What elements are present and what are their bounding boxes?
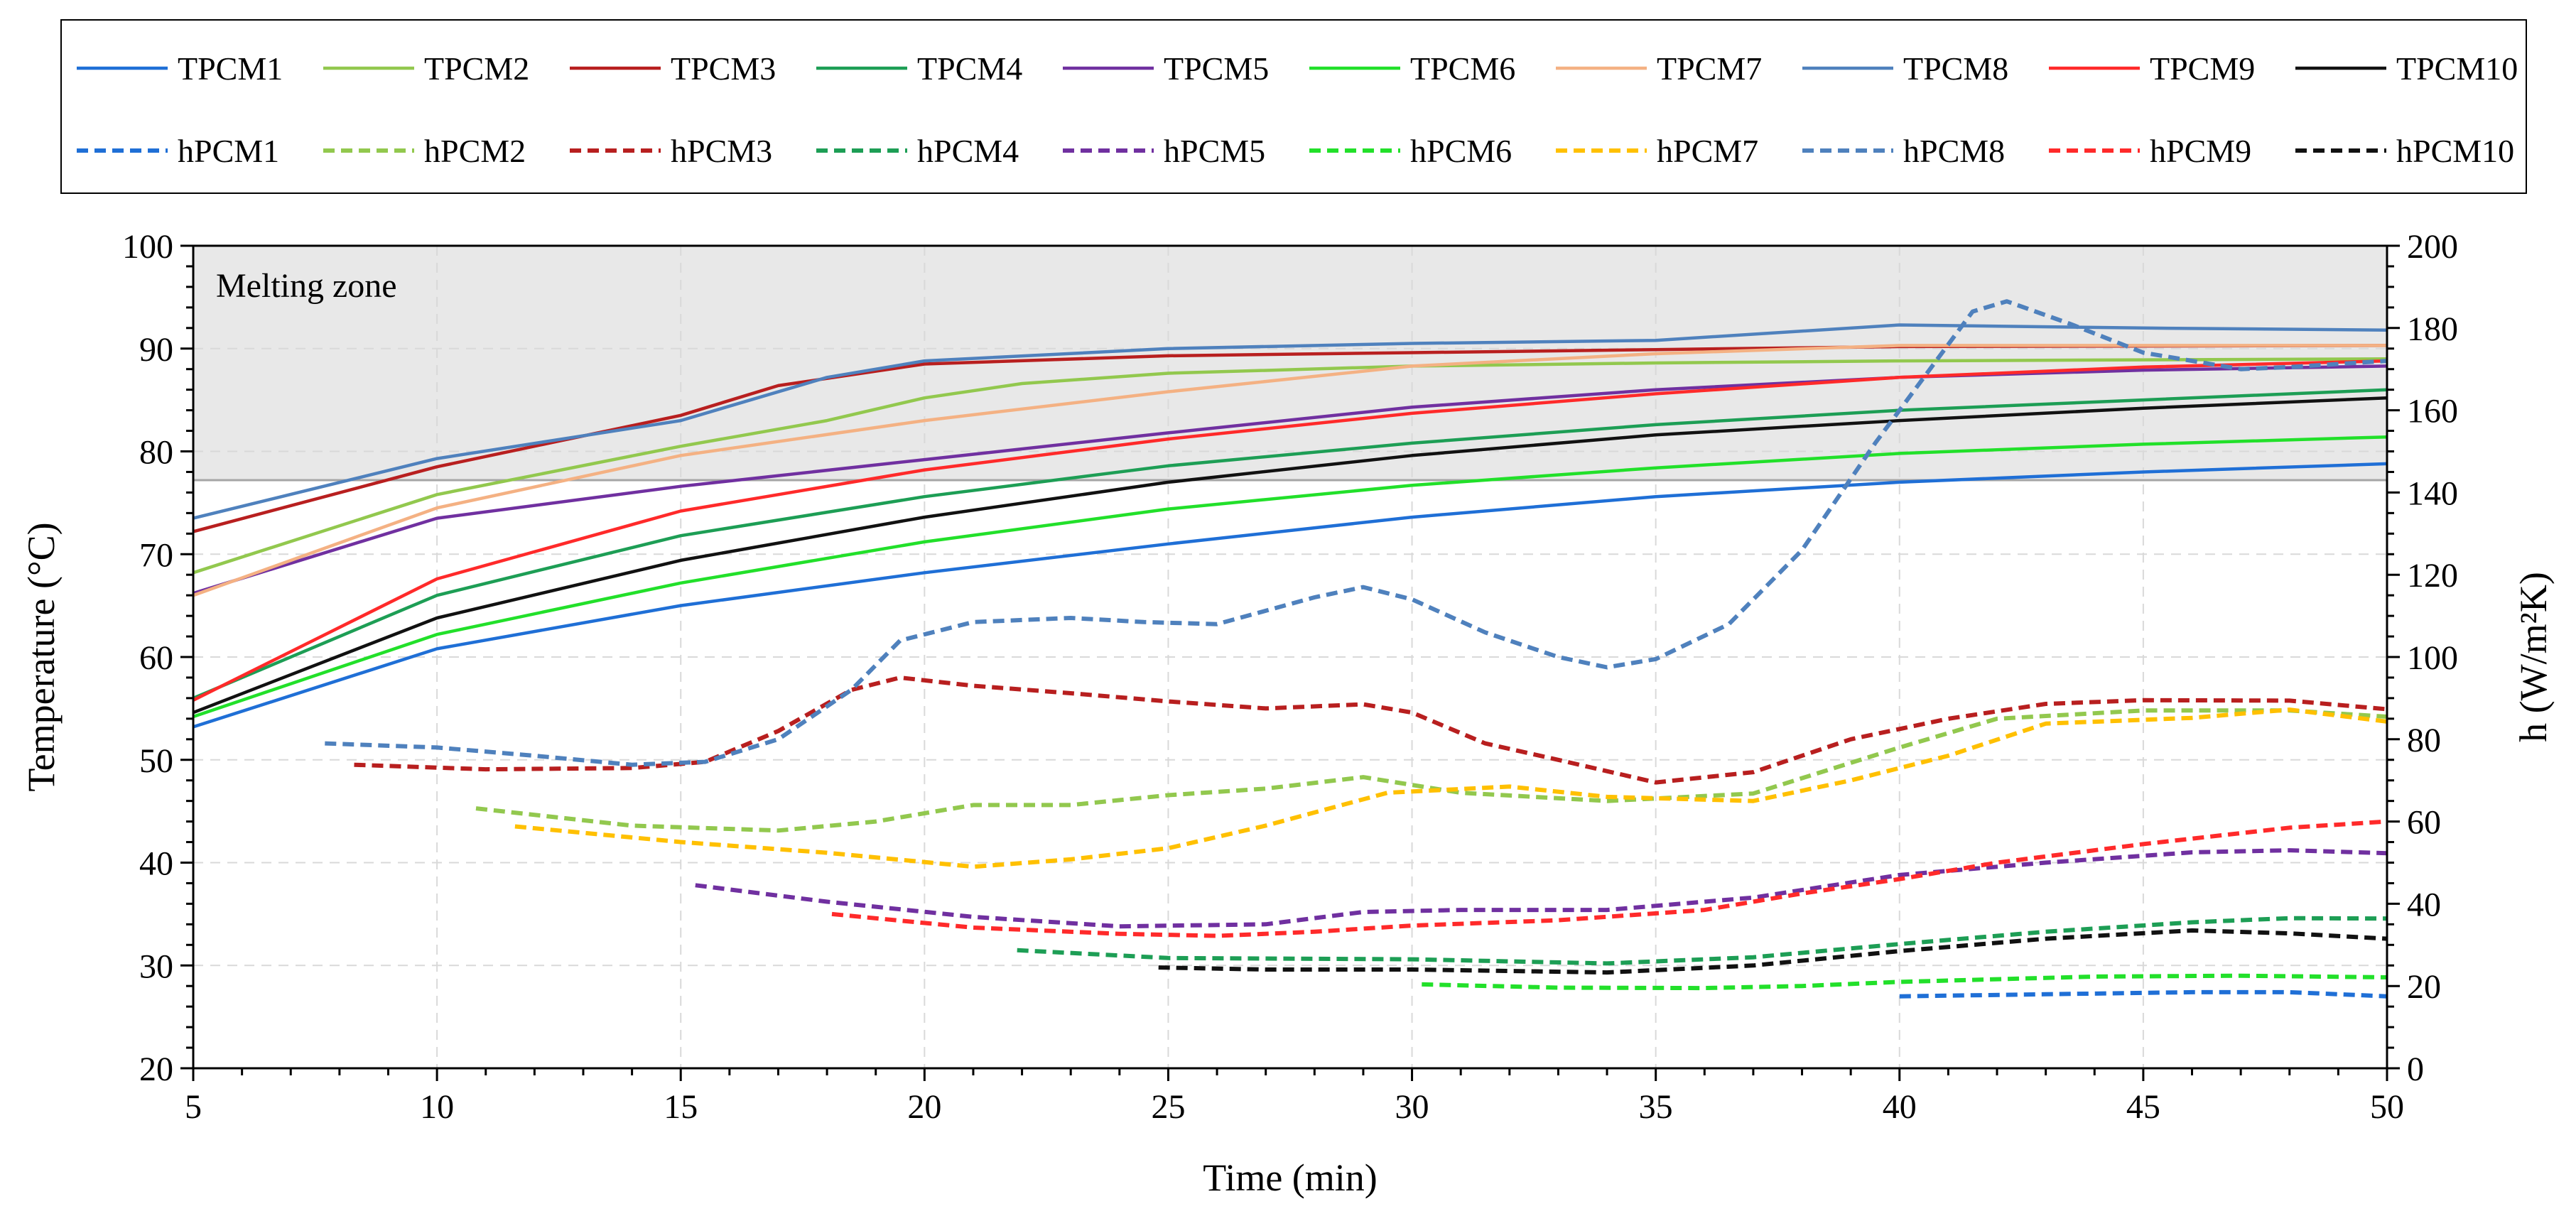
- y-right-tick-label: 100: [2407, 639, 2458, 677]
- y-right-tick-label: 160: [2407, 393, 2458, 430]
- x-axis-title: Time (min): [1203, 1156, 1378, 1199]
- y-left-tick-label: 70: [139, 536, 173, 574]
- y-left-tick-label: 40: [139, 845, 173, 883]
- legend-label-hPCM1: hPCM1: [178, 133, 279, 169]
- legend-label-TPCM7: TPCM7: [1657, 50, 1762, 87]
- y-right-tick-label: 60: [2407, 804, 2441, 842]
- series-hPCM1: [1899, 989, 2388, 999]
- legend-label-hPCM3: hPCM3: [671, 133, 772, 169]
- y-left-tick-label: 30: [139, 948, 173, 985]
- series-TPCM10: [193, 396, 2388, 715]
- series-hPCM9: [831, 819, 2388, 938]
- legend-label-TPCM5: TPCM5: [1164, 50, 1269, 87]
- series-hPCM7: [514, 707, 2388, 869]
- legend-label-hPCM8: hPCM8: [1903, 133, 2005, 169]
- series-TPCM2: [193, 357, 2388, 575]
- legend-label-hPCM6: hPCM6: [1410, 133, 1512, 169]
- series-TPCM9: [192, 359, 2388, 702]
- legend-label-TPCM6: TPCM6: [1410, 50, 1515, 87]
- y-left-tick-label: 100: [122, 228, 173, 266]
- legend-label-hPCM7: hPCM7: [1657, 133, 1758, 169]
- y-left-tick-label: 90: [139, 331, 173, 369]
- melting-zone-label: Melting zone: [216, 267, 397, 305]
- legend-label-TPCM3: TPCM3: [671, 50, 776, 87]
- series-hPCM8: [325, 299, 2388, 767]
- y-right-tick-label: 120: [2407, 557, 2458, 595]
- y-right-tick-label: 180: [2407, 310, 2458, 348]
- x-tick-label: 50: [2370, 1088, 2404, 1126]
- legend-label-TPCM2: TPCM2: [424, 50, 529, 87]
- series-hPCM10: [1158, 928, 2388, 975]
- series-TPCM6: [193, 435, 2388, 719]
- y-left-tick-label: 80: [139, 434, 173, 472]
- y-right-tick-label: 0: [2407, 1051, 2424, 1088]
- legend-label-TPCM4: TPCM4: [917, 50, 1022, 87]
- y-right-tick-label: 80: [2407, 722, 2441, 759]
- y-right-tick-label: 200: [2407, 228, 2458, 266]
- series-hPCM4: [1017, 916, 2388, 966]
- y-left-tick-label: 20: [139, 1051, 173, 1088]
- y-right-tick-label: 140: [2407, 474, 2458, 512]
- y-axis-left-title: Temperature (°C): [20, 522, 63, 791]
- legend-label-TPCM1: TPCM1: [178, 50, 283, 87]
- series-hPCM3: [354, 675, 2388, 785]
- x-tick-label: 5: [185, 1088, 202, 1126]
- x-tick-label: 20: [907, 1088, 941, 1126]
- x-tick-label: 10: [420, 1088, 454, 1126]
- y-right-tick-label: 40: [2407, 886, 2441, 923]
- series-hPCM6: [1422, 973, 2388, 991]
- y-axis-right-title: h (W/m²K): [2512, 572, 2555, 742]
- legend-label-hPCM10: hPCM10: [2396, 133, 2514, 169]
- legend-label-hPCM4: hPCM4: [917, 133, 1019, 169]
- y-right-tick-label: 20: [2407, 968, 2441, 1006]
- x-tick-label: 25: [1151, 1088, 1185, 1126]
- x-tick-label: 15: [664, 1088, 698, 1126]
- legend-label-hPCM5: hPCM5: [1164, 133, 1265, 169]
- series-TPCM4: [193, 388, 2388, 700]
- series-TPCM7: [193, 344, 2387, 597]
- legend-label-hPCM2: hPCM2: [424, 133, 526, 169]
- legend: TPCM1 TPCM2 TPCM3 TPCM4 TPCM5 TPCM6 TPCM7 TPCM8…: [60, 19, 2527, 194]
- series-TPCM1: [193, 462, 2388, 729]
- x-tick-label: 45: [2126, 1088, 2160, 1126]
- plot-area: Melting zone: [192, 244, 2388, 1070]
- legend-box: [60, 19, 2527, 194]
- y-left-tick-label: 60: [139, 639, 173, 677]
- legend-label-TPCM10: TPCM10: [2396, 50, 2518, 87]
- series-hPCM5: [695, 848, 2388, 929]
- series-TPCM8: [193, 323, 2388, 520]
- x-tick-label: 30: [1395, 1088, 1429, 1126]
- x-tick-label: 35: [1639, 1088, 1673, 1126]
- y-left-tick-label: 50: [139, 742, 173, 780]
- legend-label-TPCM8: TPCM8: [1903, 50, 2008, 87]
- legend-label-TPCM9: TPCM9: [2150, 50, 2255, 87]
- x-tick-label: 40: [1883, 1088, 1917, 1126]
- series-hPCM2: [475, 708, 2388, 833]
- legend-label-hPCM9: hPCM9: [2150, 133, 2251, 169]
